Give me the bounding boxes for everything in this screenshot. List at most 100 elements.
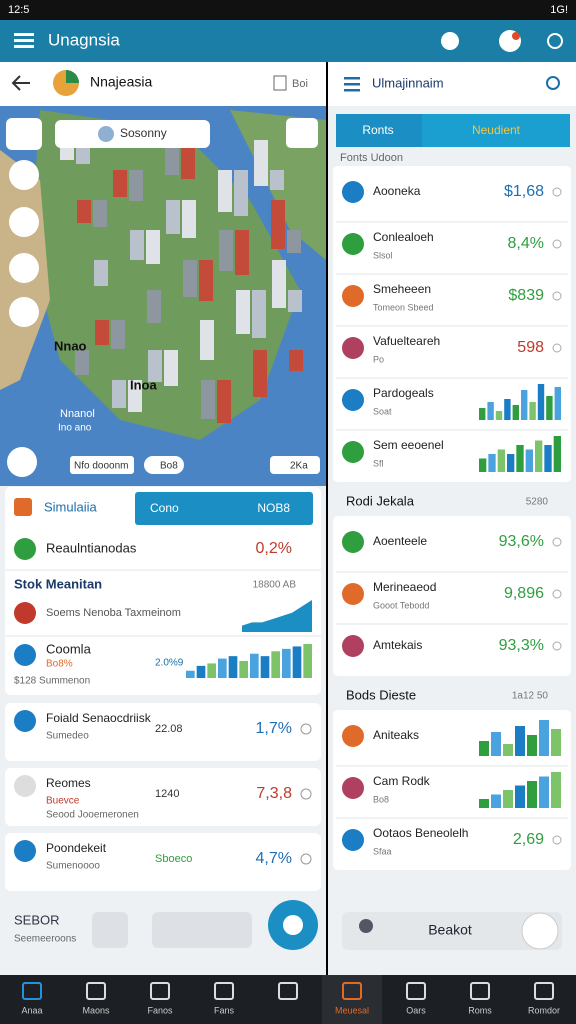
nav-icon[interactable] bbox=[86, 982, 106, 1000]
building bbox=[95, 320, 109, 345]
card[interactable] bbox=[5, 768, 321, 826]
map-menu[interactable] bbox=[286, 118, 318, 148]
building bbox=[219, 230, 233, 271]
nav-icon[interactable] bbox=[214, 982, 234, 1000]
building bbox=[287, 230, 301, 253]
item-sub: Bo8 bbox=[373, 794, 389, 804]
map-button[interactable] bbox=[6, 118, 42, 150]
coomla-sub: Bo8% bbox=[46, 659, 73, 670]
left-title: Nnajeasia bbox=[90, 74, 152, 90]
spark-bar bbox=[186, 670, 195, 678]
nav-label: Fans bbox=[214, 1005, 235, 1015]
item-value: $1,68 bbox=[504, 183, 544, 200]
spark-bar bbox=[515, 785, 525, 808]
nav-icon[interactable] bbox=[534, 982, 554, 1000]
item-title: Pardogeals bbox=[373, 386, 434, 400]
back-arrow[interactable] bbox=[11, 75, 30, 91]
building bbox=[129, 170, 143, 201]
map-search-text: Sosonny bbox=[120, 126, 167, 140]
item-sub: Slsol bbox=[373, 250, 393, 260]
section-meta: 5280 bbox=[526, 497, 549, 508]
radio bbox=[552, 835, 562, 845]
map-chip bbox=[144, 456, 184, 474]
status-signal: 1G! bbox=[550, 4, 568, 16]
map-label: Nnanol bbox=[60, 408, 95, 420]
footer-sub: Seemeeroons bbox=[14, 934, 76, 945]
spark-bar bbox=[271, 651, 280, 678]
radio bbox=[552, 537, 562, 547]
sim-title: Simulaiia bbox=[44, 499, 98, 514]
right-header bbox=[328, 62, 576, 106]
building bbox=[75, 350, 89, 375]
item-icon bbox=[342, 583, 364, 605]
item-title: Aniteaks bbox=[373, 728, 419, 742]
logo-slice bbox=[66, 70, 79, 83]
spark-bar bbox=[521, 390, 528, 420]
spark-bar bbox=[554, 387, 561, 420]
nav-icon[interactable] bbox=[406, 982, 426, 1000]
search-icon bbox=[98, 126, 114, 142]
spark-bar bbox=[503, 744, 513, 756]
spark-bar bbox=[239, 661, 248, 678]
spark-bar bbox=[537, 384, 545, 420]
map-search[interactable] bbox=[55, 120, 210, 148]
item-mid: Sboeco bbox=[155, 853, 192, 865]
building bbox=[166, 200, 180, 234]
tab[interactable] bbox=[336, 114, 422, 147]
app-icon[interactable] bbox=[441, 32, 459, 50]
right-button[interactable] bbox=[342, 912, 562, 950]
building bbox=[272, 260, 286, 308]
item-value: 1,7% bbox=[256, 720, 292, 737]
nav-icon[interactable] bbox=[470, 982, 490, 1000]
spark-bar bbox=[516, 445, 524, 472]
nav-label: Roms bbox=[468, 1005, 492, 1015]
spark-bar bbox=[551, 772, 561, 808]
tab[interactable] bbox=[422, 114, 570, 147]
map-tool[interactable] bbox=[9, 297, 39, 327]
nav-icon[interactable] bbox=[342, 982, 362, 1000]
spark-bar bbox=[303, 644, 312, 678]
spark-bar bbox=[504, 399, 511, 420]
item-icon bbox=[14, 775, 36, 797]
spark-bar bbox=[479, 799, 489, 808]
nav-icon[interactable] bbox=[278, 982, 298, 1000]
nav-icon[interactable] bbox=[22, 982, 42, 1000]
building bbox=[271, 200, 285, 249]
spark-bar bbox=[260, 656, 270, 678]
spark-bar bbox=[491, 794, 501, 808]
item-value: 93,3% bbox=[499, 637, 544, 654]
building bbox=[199, 260, 213, 301]
item-mid: 22.08 bbox=[155, 723, 183, 735]
spark-bar bbox=[282, 648, 291, 678]
nav-label: Oars bbox=[406, 1005, 426, 1015]
item-title: Sem eeoenel bbox=[373, 438, 444, 452]
spark-bar bbox=[218, 658, 227, 678]
summary-label: Reaulntianodas bbox=[46, 540, 137, 555]
map-fab[interactable] bbox=[7, 447, 37, 477]
spark-bar bbox=[495, 411, 503, 420]
item-icon bbox=[342, 777, 364, 799]
item-title: Amtekais bbox=[373, 638, 422, 652]
spark-bar bbox=[479, 741, 489, 756]
card bbox=[5, 487, 321, 695]
sim-button[interactable] bbox=[135, 492, 313, 525]
radio bbox=[552, 641, 562, 651]
building bbox=[218, 170, 232, 212]
building bbox=[235, 230, 249, 275]
nav-icon[interactable] bbox=[150, 982, 170, 1000]
footer-btn[interactable] bbox=[152, 912, 252, 948]
left-action: Boi bbox=[292, 78, 308, 90]
stock-meta: 18800 AB bbox=[253, 580, 297, 591]
coomla-value: 2.0%9 bbox=[155, 658, 184, 669]
sim-button-text: Cono bbox=[150, 501, 179, 515]
building bbox=[234, 170, 248, 216]
card[interactable] bbox=[5, 833, 321, 891]
footer-btn[interactable] bbox=[92, 912, 128, 948]
map-tool[interactable] bbox=[9, 160, 39, 190]
map-tool[interactable] bbox=[9, 253, 39, 283]
spark-bar bbox=[487, 402, 494, 420]
card[interactable] bbox=[5, 703, 321, 761]
spark-bar bbox=[535, 440, 543, 472]
map-tool[interactable] bbox=[9, 207, 39, 237]
spark-bar bbox=[529, 402, 536, 420]
